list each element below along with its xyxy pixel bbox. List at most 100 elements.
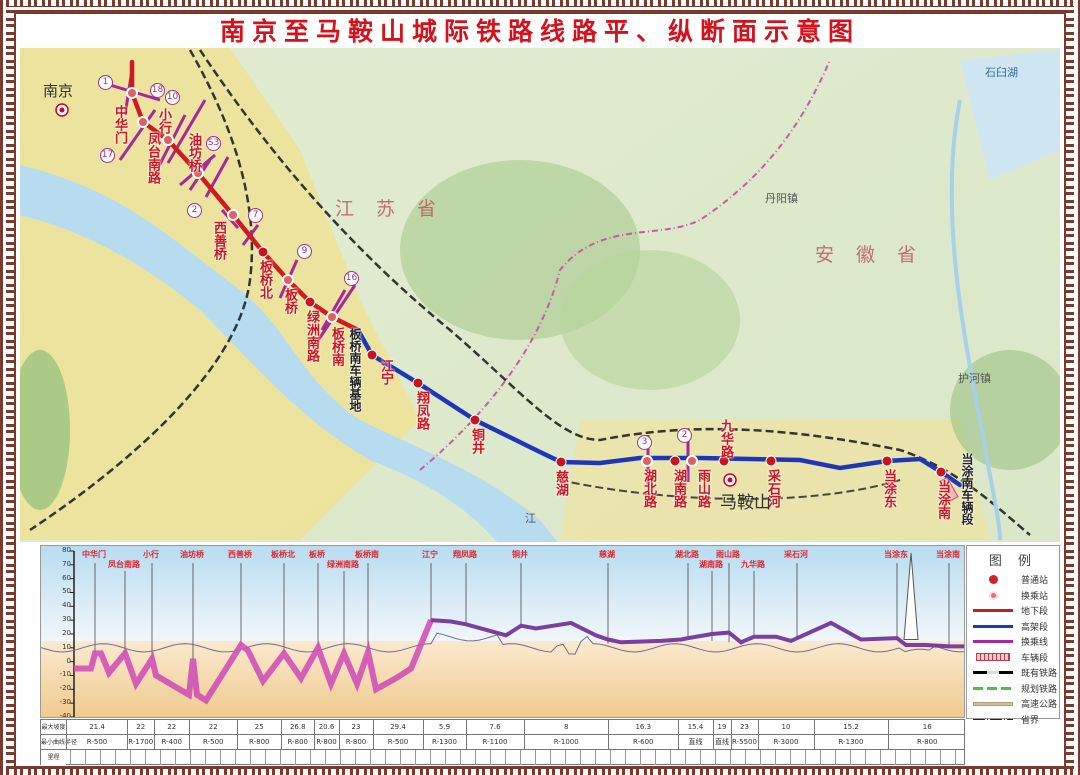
station-marker-5[interactable]	[227, 209, 239, 221]
transfer-line-number: 2	[677, 428, 692, 443]
mountain-tunnel-peak	[903, 552, 919, 641]
station-label: 当涂东	[881, 469, 896, 508]
yangtze-river	[20, 165, 558, 542]
max-grade-cell: 7.6	[465, 720, 524, 735]
profile-station-label: 当涂南	[936, 550, 960, 559]
profile-station-label: 凤台南路	[108, 560, 140, 569]
longitudinal-profile: 80 70 60 50 40 30 20 10 0 -10 -20 -30 -40	[40, 545, 965, 718]
hills	[20, 350, 70, 510]
province-label-anhui: 安徽省	[815, 244, 939, 266]
profile-station-label: 绿洲南路	[327, 560, 359, 569]
profile-station-label: 九华路	[741, 560, 765, 569]
y-tick-label: -40	[59, 711, 71, 718]
station-label: 绿洲南路	[304, 310, 319, 362]
station-marker-11[interactable]	[412, 377, 424, 389]
station-marker-19[interactable]	[881, 455, 893, 467]
province-border-icon	[973, 718, 1013, 720]
min-radius-cell: R-500	[372, 735, 423, 750]
station-marker-13[interactable]	[555, 456, 567, 468]
station-label: 当涂南	[935, 480, 950, 519]
depot-label-banqiao: 板桥南车辆基地	[348, 328, 362, 412]
profile-station-label: 西善桥	[228, 550, 252, 559]
profile-station-label: 湖北路	[675, 550, 699, 559]
legend-item-underground: 地下段	[967, 603, 1059, 619]
town-label: 护河镇	[958, 372, 991, 385]
min-radius-cell: R-3000	[757, 735, 814, 750]
profile-station-label: 慈湖	[599, 550, 615, 559]
legend-item-planned-railway: 规划铁路	[967, 681, 1059, 697]
legend-item-station: 普通站	[967, 572, 1059, 588]
profile-station-label: 油坊桥	[180, 550, 204, 559]
station-label: 铜井	[469, 428, 484, 454]
sky	[41, 546, 964, 646]
lake-label: 石臼湖	[985, 66, 1018, 79]
city-marker-nanjing	[59, 107, 65, 113]
elevated-track-profile	[430, 618, 964, 649]
station-marker-9[interactable]	[326, 311, 338, 323]
station-marker-4[interactable]	[192, 167, 204, 179]
y-tick-label: 70	[62, 559, 71, 568]
station-marker-12[interactable]	[469, 414, 481, 426]
transfer-line-number: 1	[98, 75, 113, 90]
max-grade-cell: 22	[127, 720, 154, 735]
min-radius-cell: R-1000	[523, 735, 609, 750]
profile-station-label: 中华门	[82, 550, 106, 559]
y-tick-label: 60	[62, 573, 71, 582]
station-marker-8[interactable]	[304, 296, 316, 308]
depot-marker	[939, 476, 959, 502]
profile-canvas	[41, 546, 964, 717]
station-label: 凤台南路	[145, 132, 160, 184]
city-marker-maanshan	[727, 477, 733, 483]
y-tick-label: -10	[59, 670, 71, 679]
min-radius-cell: R-800	[338, 735, 373, 750]
legend-item-elevated: 高架段	[967, 619, 1059, 635]
station-label: 小行	[156, 108, 171, 134]
underground-line-icon	[973, 609, 1013, 613]
max-grade-cell: 16.3	[608, 720, 678, 735]
max-grade-cell: 21.4	[66, 720, 127, 735]
station-marker-1[interactable]	[126, 87, 138, 99]
max-grade-cell: 23	[338, 720, 373, 735]
station-marker-3[interactable]	[162, 134, 174, 146]
transfer-line-number: 17	[100, 148, 115, 163]
hills	[950, 350, 1060, 470]
station-label: 湖南路	[671, 469, 686, 508]
legend-title: 图 例	[988, 554, 1038, 569]
y-tick-label: 40	[62, 601, 71, 610]
legend-item-transfer-station: 换乘站	[967, 588, 1059, 604]
station-marker-2[interactable]	[137, 116, 149, 128]
station-marker-16[interactable]	[686, 455, 698, 467]
min-radius-cell: R-1300	[422, 735, 466, 750]
max-grade-cell: 5.9	[422, 720, 466, 735]
station-icon	[988, 575, 998, 585]
station-label: 湖北路	[641, 469, 656, 508]
station-marker-10[interactable]	[366, 349, 378, 361]
station-marker-20[interactable]	[935, 466, 947, 478]
y-tick-label: 10	[62, 642, 71, 651]
profile-station-label: 铜井	[512, 550, 528, 559]
y-tick-label: 20	[62, 628, 71, 637]
transfer-line	[320, 289, 347, 331]
station-marker-6[interactable]	[257, 246, 269, 258]
legend-item-transfer-line: 换乘线	[967, 634, 1059, 650]
station-marker-15[interactable]	[669, 455, 681, 467]
legend: 图 例 普通站 换乘站 地下段 高架段 换乘线 车辆段 既有铁路 规划铁路 高速…	[966, 545, 1060, 726]
underground-track-profile	[74, 619, 434, 705]
transfer-line	[166, 99, 207, 164]
station-marker-18[interactable]	[765, 455, 777, 467]
planned-railway-icon	[973, 686, 1013, 690]
max-grade-cell: 8	[523, 720, 609, 735]
station-label: 江宁	[378, 359, 393, 385]
max-grade-cell: 15.2	[813, 720, 888, 735]
transfer-station-icon	[988, 590, 998, 600]
shijiu-lake	[960, 50, 1060, 180]
station-marker-17[interactable]	[718, 455, 730, 467]
min-radius-cell: R-800	[236, 735, 282, 750]
station-marker-7[interactable]	[282, 274, 294, 286]
profile-station-label: 板桥	[309, 550, 325, 559]
y-tick-label: -30	[59, 698, 71, 707]
station-marker-14[interactable]	[641, 455, 653, 467]
y-tick-label: 30	[62, 615, 71, 624]
station-label: 九华路	[718, 419, 733, 458]
min-radius-cell: 直线	[712, 735, 731, 750]
